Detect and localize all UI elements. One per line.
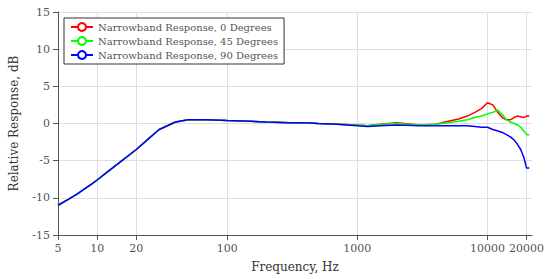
svg-text:-10: -10 <box>32 191 50 204</box>
svg-text:10: 10 <box>36 43 50 56</box>
svg-text:Narrowband Response, 0 Degrees: Narrowband Response, 0 Degrees <box>98 22 272 33</box>
svg-text:1000: 1000 <box>343 242 371 255</box>
svg-text:10000: 10000 <box>470 242 505 255</box>
svg-text:100: 100 <box>217 242 238 255</box>
svg-text:Relative Response, dB: Relative Response, dB <box>7 55 21 191</box>
svg-text:-5: -5 <box>39 154 50 167</box>
svg-text:15: 15 <box>36 6 50 19</box>
svg-text:10: 10 <box>90 242 104 255</box>
svg-text:Narrowband Response, 90 Degree: Narrowband Response, 90 Degrees <box>98 50 278 61</box>
svg-text:5: 5 <box>43 80 50 93</box>
svg-text:-15: -15 <box>32 229 50 242</box>
svg-text:5: 5 <box>55 242 62 255</box>
svg-text:Narrowband Response, 45 Degree: Narrowband Response, 45 Degrees <box>98 36 278 47</box>
svg-text:20000: 20000 <box>509 242 544 255</box>
svg-text:Frequency, Hz: Frequency, Hz <box>251 260 339 274</box>
svg-text:0: 0 <box>43 117 50 130</box>
svg-text:20: 20 <box>129 242 143 255</box>
